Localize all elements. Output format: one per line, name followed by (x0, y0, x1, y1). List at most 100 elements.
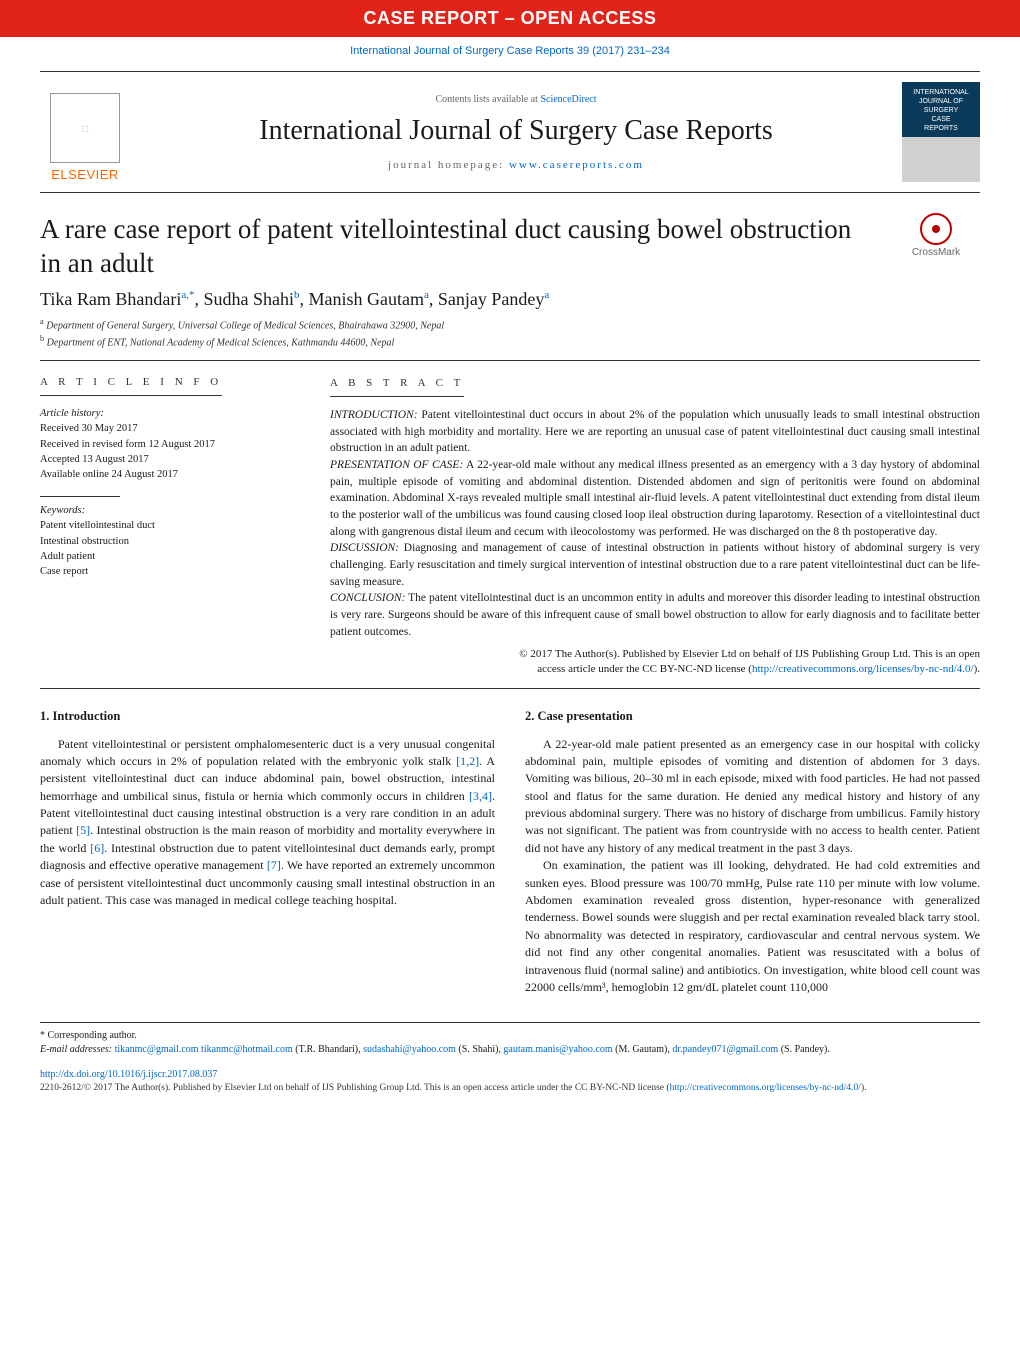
keyword: Intestinal obstruction (40, 534, 290, 549)
crossmark-badge[interactable]: CrossMark (892, 213, 980, 258)
email-link[interactable]: sudashahi@yahoo.com (363, 1044, 456, 1055)
divider (40, 688, 980, 689)
citation-ref[interactable]: [3,4] (469, 789, 492, 803)
crossmark-label: CrossMark (912, 247, 960, 258)
info-divider (40, 496, 120, 497)
email-who: (S. Shahi), (456, 1044, 504, 1055)
keywords-label: Keywords: (40, 503, 290, 518)
doi-link[interactable]: http://dx.doi.org/10.1016/j.ijscr.2017.0… (40, 1069, 217, 1080)
info-abstract-row: A R T I C L E I N F O Article history: R… (40, 375, 980, 678)
history-item: Received 30 May 2017 (40, 421, 290, 436)
author: Sanjay Pandey (438, 289, 544, 309)
citation-ref[interactable]: [6] (90, 841, 104, 855)
keyword: Case report (40, 564, 290, 579)
abstract-section-label: DISCUSSION: (330, 542, 399, 554)
history-item: Received in revised form 12 August 2017 (40, 437, 290, 452)
case-paragraph-2: On examination, the patient was ill look… (525, 857, 980, 996)
email-link[interactable]: dr.pandey071@gmail.com (672, 1044, 778, 1055)
email-who: (M. Gautam), (613, 1044, 670, 1055)
cover-line: JOURNAL OF (919, 97, 963, 106)
title-row: A rare case report of patent vitellointe… (40, 213, 980, 281)
abstract-section: CONCLUSION: The patent vitellointestinal… (330, 590, 980, 640)
affiliation: a Department of General Surgery, Univers… (40, 316, 980, 333)
abstract-header: A B S T R A C T (330, 376, 464, 397)
author-sup: a (424, 289, 429, 301)
license-line2: access article under the CC BY-NC-ND lic… (537, 663, 752, 675)
homepage-link[interactable]: www.casereports.com (509, 159, 644, 171)
body-column-left: 1. Introduction Patent vitellointestinal… (40, 707, 495, 996)
open-access-banner: CASE REPORT – OPEN ACCESS (0, 0, 1020, 37)
author-sup: b (294, 289, 300, 301)
cover-line: CASE (931, 115, 950, 124)
citation-ref[interactable]: [1,2] (456, 754, 479, 768)
journal-header: ⬚ ELSEVIER Contents lists available at S… (40, 71, 980, 193)
abstract-section: INTRODUCTION: Patent vitellointestinal d… (330, 407, 980, 457)
license-link[interactable]: http://creativecommons.org/licenses/by-n… (752, 663, 974, 675)
section-heading-case: 2. Case presentation (525, 707, 980, 725)
elsevier-tree-icon: ⬚ (50, 93, 120, 163)
abstract-section-label: PRESENTATION OF CASE: (330, 459, 463, 471)
affiliation: b Department of ENT, National Academy of… (40, 333, 980, 350)
article-history: Article history: Received 30 May 2017 Re… (40, 406, 290, 482)
email-line: E-mail addresses: tikanmc@gmail.com tika… (40, 1043, 980, 1057)
body-column-right: 2. Case presentation A 22-year-old male … (525, 707, 980, 996)
copyright-close: ). (861, 1083, 867, 1093)
contents-prefix: Contents lists available at (435, 94, 540, 105)
corresponding-author-footer: * Corresponding author. E-mail addresses… (40, 1022, 980, 1057)
cover-line: SURGERY (924, 106, 959, 115)
author: Sudha Shahi (203, 289, 294, 309)
copyright-text: © 2017 The Author(s). Published by Elsev… (84, 1083, 670, 1093)
journal-name: International Journal of Surgery Case Re… (148, 115, 884, 147)
keyword: Patent vitellointestinal duct (40, 518, 290, 533)
doi-line: http://dx.doi.org/10.1016/j.ijscr.2017.0… (40, 1069, 980, 1080)
author-sup: a,* (181, 289, 194, 301)
sciencedirect-link[interactable]: ScienceDirect (540, 94, 596, 105)
case-paragraph-1: A 22-year-old male patient presented as … (525, 736, 980, 858)
affiliations: a Department of General Surgery, Univers… (40, 316, 980, 351)
elsevier-text: ELSEVIER (51, 167, 119, 182)
abstract-section-label: CONCLUSION: (330, 592, 405, 604)
history-item: Available online 24 August 2017 (40, 467, 290, 482)
author-list: Tika Ram Bhandaria,*, Sudha Shahib, Mani… (40, 289, 980, 310)
contents-line: Contents lists available at ScienceDirec… (148, 94, 884, 105)
corresponding-label: * Corresponding author. (40, 1029, 980, 1043)
homepage-prefix: journal homepage: (388, 159, 509, 171)
bottom-copyright: 2210-2612/© 2017 The Author(s). Publishe… (40, 1082, 980, 1095)
abstract-section-label: INTRODUCTION: (330, 409, 418, 421)
abstract-section: PRESENTATION OF CASE: A 22-year-old male… (330, 457, 980, 540)
citation-ref[interactable]: [7] (267, 858, 281, 872)
email-link[interactable]: tikanmc@gmail.com (115, 1044, 199, 1055)
license-close: ). (974, 663, 980, 675)
author: Manish Gautam (308, 289, 423, 309)
email-link[interactable]: tikanmc@hotmail.com (201, 1044, 293, 1055)
author-sup: a (544, 289, 549, 301)
history-item: Accepted 13 August 2017 (40, 452, 290, 467)
cover-line: REPORTS (924, 124, 958, 133)
journal-homepage: journal homepage: www.casereports.com (148, 159, 884, 171)
article-info-column: A R T I C L E I N F O Article history: R… (40, 375, 290, 678)
email-who: (T.R. Bhandari), (293, 1044, 361, 1055)
abstract-license: © 2017 The Author(s). Published by Elsev… (330, 647, 980, 679)
journal-cover-thumbnail: INTERNATIONAL JOURNAL OF SURGERY CASE RE… (902, 82, 980, 182)
divider (40, 360, 980, 361)
citation-line: International Journal of Surgery Case Re… (0, 37, 1020, 71)
author: Tika Ram Bhandari (40, 289, 181, 309)
keywords-block: Keywords: Patent vitellointestinal duct … (40, 503, 290, 579)
citation-ref[interactable]: [5] (76, 823, 90, 837)
article-title: A rare case report of patent vitellointe… (40, 213, 868, 281)
abstract-section: DISCUSSION: Diagnosing and management of… (330, 540, 980, 590)
keyword: Adult patient (40, 549, 290, 564)
issn: 2210-2612/ (40, 1083, 84, 1093)
section-heading-intro: 1. Introduction (40, 707, 495, 725)
crossmark-icon (920, 213, 952, 245)
copyright-license-link[interactable]: http://creativecommons.org/licenses/by-n… (670, 1083, 861, 1093)
history-label: Article history: (40, 406, 290, 421)
abstract-body: INTRODUCTION: Patent vitellointestinal d… (330, 407, 980, 640)
email-link[interactable]: gautam.manis@yahoo.com (503, 1044, 612, 1055)
license-line1: © 2017 The Author(s). Published by Elsev… (519, 648, 980, 660)
abstract-column: A B S T R A C T INTRODUCTION: Patent vit… (330, 375, 980, 678)
intro-paragraph: Patent vitellointestinal or persistent o… (40, 736, 495, 910)
elsevier-logo: ⬚ ELSEVIER (40, 82, 130, 182)
header-center: Contents lists available at ScienceDirec… (148, 94, 884, 171)
email-label: E-mail addresses: (40, 1044, 115, 1055)
